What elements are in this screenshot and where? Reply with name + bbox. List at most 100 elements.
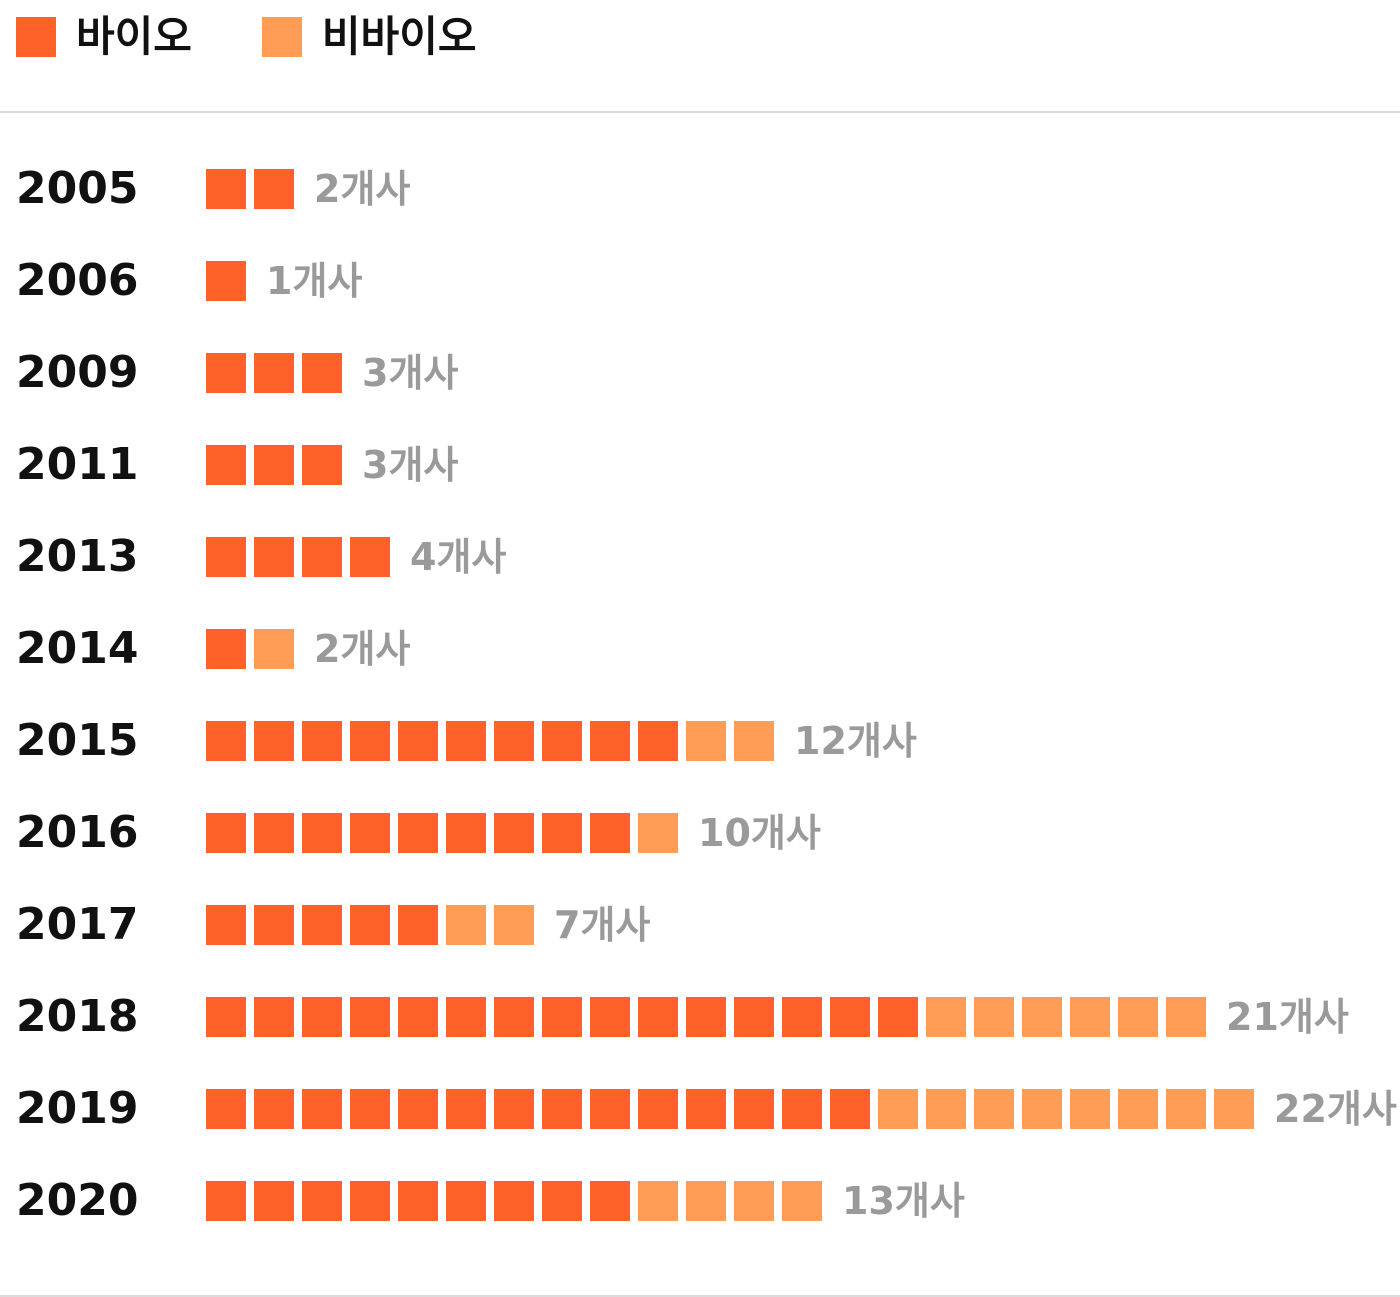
non-bio-cell <box>974 997 1014 1037</box>
bio-cell <box>206 629 246 669</box>
bio-cell <box>206 169 246 209</box>
bio-cell <box>302 1089 342 1129</box>
year-label: 2011 <box>16 439 139 490</box>
bio-cell <box>638 1089 678 1129</box>
bio-cell <box>206 905 246 945</box>
bio-cell <box>350 1181 390 1221</box>
bio-cell <box>590 1089 630 1129</box>
bio-cell <box>878 997 918 1037</box>
non-bio-cell <box>1070 997 1110 1037</box>
bio-cell <box>350 721 390 761</box>
non-bio-cell <box>686 721 726 761</box>
bio-cell <box>254 813 294 853</box>
bio-cell <box>446 997 486 1037</box>
bio-cell <box>254 353 294 393</box>
non-bio-cell <box>686 1181 726 1221</box>
year-label: 2016 <box>16 807 139 858</box>
top-divider <box>0 111 1400 113</box>
non-bio-cell <box>974 1089 1014 1129</box>
data-label: 21개사 <box>1226 995 1349 1039</box>
bio-cell <box>254 997 294 1037</box>
legend-swatch-bio <box>16 17 56 57</box>
non-bio-cell <box>1214 1089 1254 1129</box>
bio-cell <box>206 537 246 577</box>
bio-cell <box>302 905 342 945</box>
data-label: 3개사 <box>362 351 459 395</box>
bio-cell <box>590 721 630 761</box>
bio-cell <box>398 721 438 761</box>
non-bio-cell <box>494 905 534 945</box>
bio-cell <box>494 721 534 761</box>
non-bio-cell <box>638 1181 678 1221</box>
non-bio-cell <box>1022 1089 1062 1129</box>
data-label: 2개사 <box>314 627 411 671</box>
bio-cell <box>206 1089 246 1129</box>
chart-row-2017: 2017 7개사 <box>0 899 1400 950</box>
bio-cell <box>254 1089 294 1129</box>
chart-row-2016: 2016 10개사 <box>0 807 1400 858</box>
legend-swatch-non-bio <box>261 17 302 57</box>
non-bio-cell <box>1166 997 1206 1037</box>
data-label: 12개사 <box>794 719 917 763</box>
data-label: 13개사 <box>842 1179 965 1223</box>
data-label: 3개사 <box>362 443 459 487</box>
non-bio-cell <box>1166 1089 1206 1129</box>
year-label: 2005 <box>16 163 139 214</box>
bio-cell <box>206 721 246 761</box>
non-bio-cell <box>254 629 294 669</box>
bio-cell <box>542 997 582 1037</box>
bio-cell <box>206 353 246 393</box>
data-label: 4개사 <box>410 535 507 579</box>
bio-cell <box>254 1181 294 1221</box>
bio-cell <box>494 813 534 853</box>
bio-cell <box>494 1181 534 1221</box>
data-label: 7개사 <box>554 903 651 947</box>
bio-cell <box>398 997 438 1037</box>
bio-cell <box>686 997 726 1037</box>
bio-cell <box>446 1089 486 1129</box>
legend: 바이오 비바이오 <box>16 14 546 60</box>
non-bio-cell <box>1070 1089 1110 1129</box>
bio-cell <box>590 1181 630 1221</box>
non-bio-cell <box>1118 997 1158 1037</box>
chart-row-2014: 2014 2개사 <box>0 623 1400 674</box>
bio-cell <box>542 1181 582 1221</box>
non-bio-cell <box>1022 997 1062 1037</box>
bio-cell <box>302 1181 342 1221</box>
bio-cell <box>734 1089 774 1129</box>
non-bio-cell <box>734 721 774 761</box>
bio-cell <box>542 721 582 761</box>
year-label: 2009 <box>16 347 139 398</box>
year-label: 2013 <box>16 531 139 582</box>
bio-cell <box>686 1089 726 1129</box>
bio-cell <box>398 1181 438 1221</box>
legend-item-bio: 바이오 <box>16 14 192 60</box>
bio-cell <box>254 445 294 485</box>
bio-cell <box>206 997 246 1037</box>
year-label: 2006 <box>16 255 139 306</box>
non-bio-cell <box>1118 1089 1158 1129</box>
bio-cell <box>398 813 438 853</box>
data-label: 10개사 <box>698 811 821 855</box>
bio-cell <box>254 537 294 577</box>
bio-cell <box>302 721 342 761</box>
bio-cell <box>254 905 294 945</box>
non-bio-cell <box>782 1181 822 1221</box>
bio-cell <box>542 1089 582 1129</box>
bio-cell <box>542 813 582 853</box>
bio-cell <box>206 445 246 485</box>
bio-cell <box>350 1089 390 1129</box>
bio-cell <box>830 997 870 1037</box>
bio-cell <box>446 813 486 853</box>
bio-cell <box>494 997 534 1037</box>
bio-cell <box>638 997 678 1037</box>
data-label: 1개사 <box>266 259 363 303</box>
bio-cell <box>302 445 342 485</box>
bio-cell <box>350 997 390 1037</box>
bio-cell <box>590 997 630 1037</box>
legend-item-non-bio: 비바이오 <box>261 14 476 60</box>
bio-cell <box>254 721 294 761</box>
non-bio-cell <box>926 997 966 1037</box>
bio-cell <box>398 905 438 945</box>
bio-cell <box>494 1089 534 1129</box>
